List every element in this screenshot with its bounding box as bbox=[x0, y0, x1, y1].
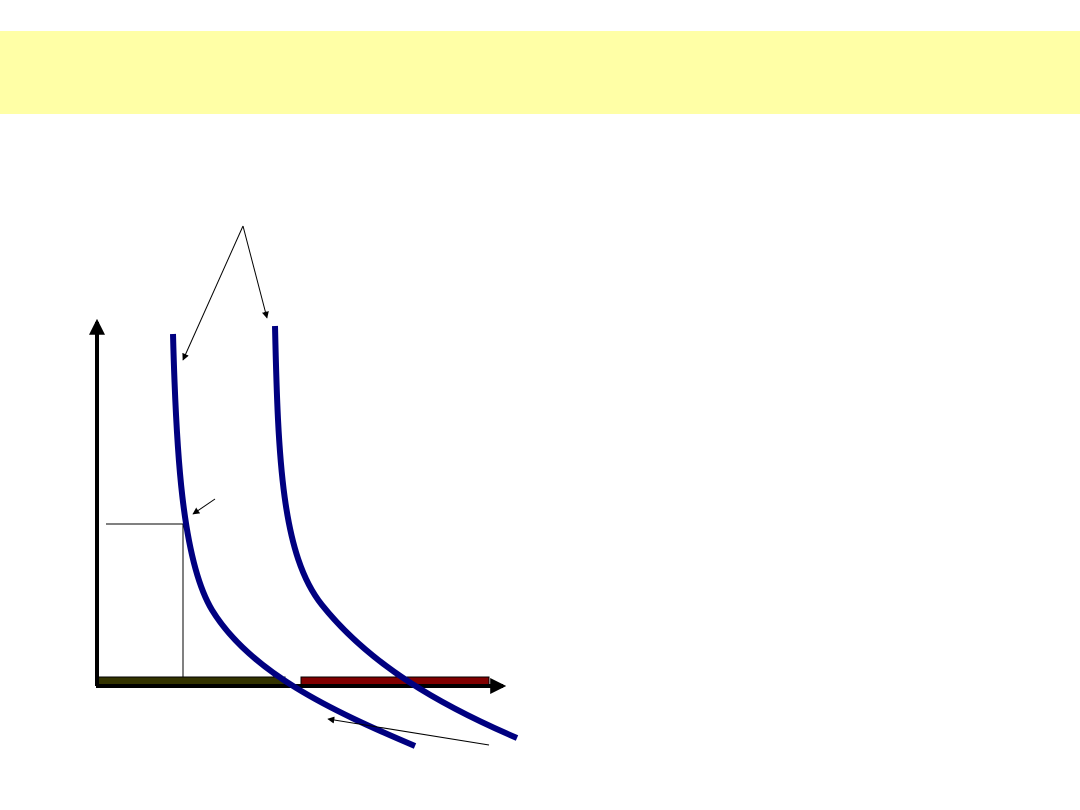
callout-arrow-point bbox=[192, 498, 216, 515]
callout-arrow-curve-left bbox=[182, 225, 244, 361]
curve-right bbox=[272, 325, 519, 741]
callout-arrow-curve-right bbox=[242, 225, 269, 319]
curve-left bbox=[170, 333, 417, 749]
callout-arrow-bottom bbox=[327, 716, 490, 746]
title-band bbox=[0, 31, 1080, 114]
